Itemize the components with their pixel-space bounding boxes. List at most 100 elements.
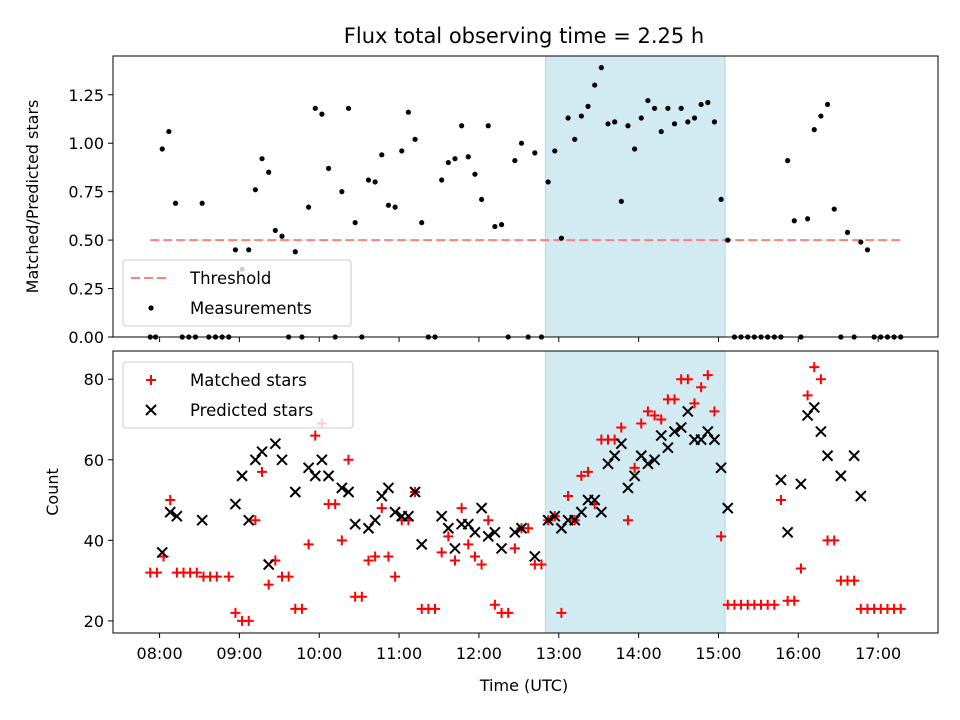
measurement-point <box>485 123 491 129</box>
y-axis-label: Count <box>43 468 62 516</box>
matched-star-point <box>191 567 202 578</box>
matched-star-point <box>250 515 261 526</box>
measurement-point <box>372 179 378 185</box>
legend-label: Measurements <box>190 299 312 318</box>
measurement-point <box>405 109 412 115</box>
measurement-point <box>691 115 698 121</box>
predicted-star-point <box>509 526 521 538</box>
predicted-star-point <box>781 526 794 538</box>
y-tick-label: 20 <box>84 612 104 631</box>
legend-matched-swatch <box>146 375 156 385</box>
measurement-point <box>585 103 591 109</box>
matched-star-point <box>696 382 707 393</box>
measurement-point <box>412 136 418 142</box>
matched-star-point <box>636 418 647 429</box>
measurement-point <box>478 196 485 203</box>
predicted-star-point <box>668 425 681 438</box>
measurement-point <box>638 115 644 121</box>
matched-star-point <box>682 374 693 385</box>
x-tick-label: 10:00 <box>296 644 342 663</box>
matched-star-point <box>296 603 307 614</box>
measurement-point <box>598 65 604 71</box>
matched-star-point <box>716 531 727 542</box>
predicted-star-point <box>608 450 621 462</box>
y-tick-label: 0.00 <box>68 328 104 347</box>
y-tick-label: 40 <box>84 531 104 550</box>
matched-star-point <box>263 579 274 590</box>
predicted-star-point <box>588 494 601 506</box>
matched-star-point <box>649 410 660 421</box>
matched-star-point <box>769 599 780 610</box>
predicted-star-point <box>575 506 588 518</box>
measurement-point <box>625 123 631 129</box>
measurement-point <box>718 196 724 203</box>
matched-star-point <box>556 607 567 618</box>
predicted-star-point <box>262 558 275 571</box>
predicted-star-point <box>595 506 608 518</box>
measurement-point <box>804 216 811 222</box>
matched-star-point <box>223 571 234 582</box>
measurement-point <box>199 200 205 206</box>
x-tick-label: 09:00 <box>216 644 262 663</box>
matched-star-point <box>230 607 241 618</box>
predicted-star-point <box>389 506 401 518</box>
y-tick-label: 80 <box>84 370 104 389</box>
matched-star-point <box>656 414 667 425</box>
predicted-stars-series <box>156 401 867 571</box>
measurement-point <box>172 200 179 206</box>
matched-star-point <box>576 470 587 481</box>
ratio-panel: 0.00 0.25 0.50 0.75 1.00 1.25 Matched/Predicte… <box>23 55 939 347</box>
matched-star-point <box>616 422 627 433</box>
measurement-point <box>831 206 837 212</box>
x-tick-label: 15:00 <box>695 644 741 663</box>
predicted-star-point <box>848 450 860 462</box>
matched-star-point <box>583 466 594 477</box>
matched-star-point <box>489 599 500 610</box>
predicted-star-point <box>336 482 348 494</box>
predicted-star-point <box>821 450 834 462</box>
predicted-star-point <box>409 486 421 498</box>
matched-star-point <box>443 531 454 542</box>
measurement-point <box>385 202 392 208</box>
predicted-star-point <box>449 542 461 555</box>
measurement-point <box>518 140 525 146</box>
matched-star-point <box>669 394 680 405</box>
matched-star-point <box>563 491 574 502</box>
y-tick-label: 0.50 <box>68 231 104 250</box>
matched-star-point <box>336 535 347 546</box>
measurement-point <box>472 171 478 177</box>
measurement-point <box>339 189 345 195</box>
legend-frame <box>122 361 354 429</box>
predicted-star-point <box>416 538 428 551</box>
predicted-star-point <box>322 470 335 482</box>
measurement-point <box>658 128 664 135</box>
matched-star-point <box>509 543 520 554</box>
x-tick-label: 16:00 <box>775 644 821 663</box>
predicted-star-point <box>309 470 321 482</box>
x-tick-label: 13:00 <box>536 644 582 663</box>
legend-label: Threshold <box>189 269 271 288</box>
measurement-point <box>858 239 864 245</box>
matched-star-point <box>849 575 860 586</box>
measurement-point <box>685 119 691 125</box>
legend-predicted-swatch <box>145 404 157 416</box>
measurement-point <box>552 148 558 154</box>
measurement-point <box>399 148 405 154</box>
measurement-point <box>678 105 684 111</box>
predicted-star-point <box>276 454 288 466</box>
predicted-star-point <box>171 510 183 522</box>
matched-star-point <box>456 503 467 514</box>
matched-star-point <box>642 406 653 417</box>
predicted-star-point <box>675 421 687 434</box>
legend: Matched stars Predicted stars <box>122 361 354 429</box>
measurement-point <box>705 99 711 106</box>
measurement-point <box>844 229 851 235</box>
predicted-star-point <box>243 514 255 526</box>
matched-star-point <box>330 499 341 510</box>
matched-star-point <box>165 495 176 506</box>
matched-star-point <box>243 615 254 626</box>
y-tick-label: 0.25 <box>68 280 104 299</box>
predicted-star-point <box>435 510 448 522</box>
matched-star-point <box>809 362 820 373</box>
